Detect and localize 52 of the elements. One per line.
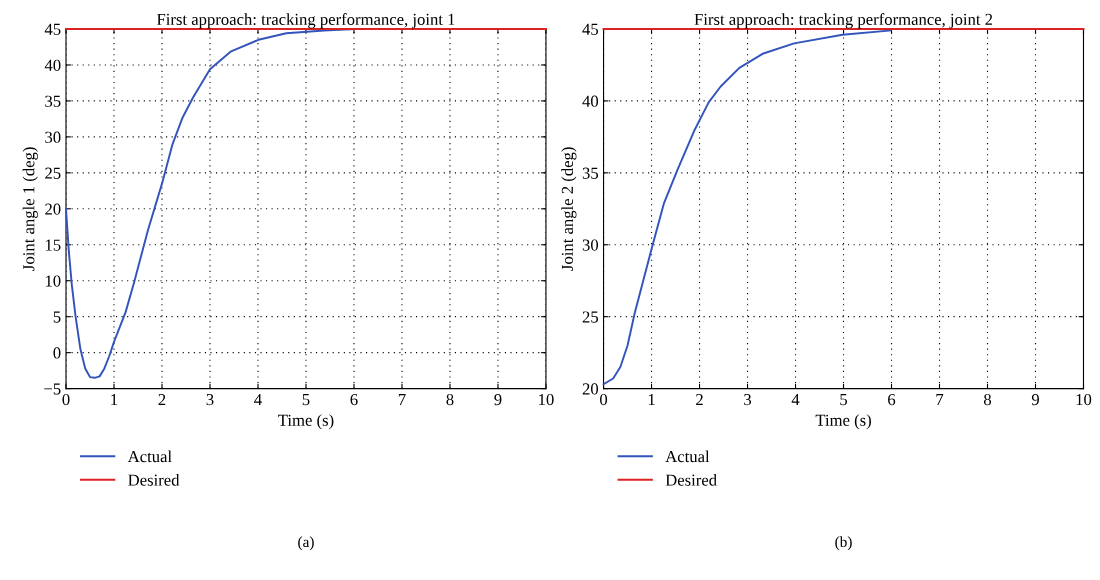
y-tick-label: 20: [582, 383, 599, 395]
legend-label: Desired: [128, 474, 180, 486]
x-tick-label: 9: [1031, 393, 1039, 406]
x-tick-label: 9: [494, 393, 502, 406]
y-tick-label: 0: [53, 347, 61, 359]
chart-title: First approach: tracking performance, joint 2: [694, 13, 993, 29]
y-tick-label: 45: [44, 23, 61, 35]
y-tick-label: 45: [582, 23, 599, 35]
text: (b): [835, 536, 852, 551]
text: (a): [298, 536, 314, 551]
x-tick-label: 1: [111, 394, 118, 406]
y-tick-label: 25: [582, 311, 599, 323]
x-tick-label: 3: [744, 393, 752, 406]
y-tick-label: 20: [45, 203, 61, 215]
legend-label: Actual: [127, 450, 172, 463]
x-tick-label: 7: [398, 394, 406, 406]
y-tick-label: 15: [45, 239, 61, 251]
x-tick-label: 4: [791, 394, 800, 406]
x-tick-label: 8: [983, 393, 992, 406]
y-tick-label: 35: [45, 95, 61, 107]
y-axis-title: Joint angle 1 (deg): [22, 147, 38, 271]
x-axis-title: Time (s): [815, 414, 871, 430]
x-tick-label: 2: [696, 393, 703, 406]
x-tick-label: 10: [539, 393, 554, 406]
legend-label: Actual: [665, 450, 710, 463]
y-tick-label: 25: [45, 167, 61, 179]
x-tick-label: 5: [840, 394, 848, 406]
y-tick-label: 40: [582, 95, 599, 107]
x-tick-label: 0: [62, 393, 70, 406]
y-axis-title: Joint angle 2 (deg): [561, 147, 577, 271]
x-tick-label: 8: [446, 393, 454, 406]
y-tick-label: 30: [582, 239, 599, 251]
x-tick-label: 6: [888, 393, 896, 406]
y-tick-label: 5: [53, 311, 61, 323]
y-tick-label: 30: [45, 131, 61, 143]
x-tick-label: 5: [302, 394, 310, 406]
x-tick-label: 4: [254, 394, 262, 406]
x-tick-label: 2: [158, 393, 166, 406]
legend-label: Desired: [665, 474, 717, 486]
y-tick-label: 10: [45, 275, 61, 287]
x-axis-title: Time (s): [278, 414, 334, 430]
y-tick-label: 35: [582, 167, 599, 179]
x-tick-label: 6: [350, 393, 358, 406]
y-tick-label: −5: [44, 383, 61, 395]
x-tick-label: 3: [206, 393, 214, 406]
chart-title: First approach: tracking performance, joint 1: [156, 13, 455, 29]
line-series: [602, 29, 892, 386]
x-tick-label: 1: [648, 394, 655, 406]
x-tick-label: 0: [600, 393, 608, 406]
x-tick-label: 10: [1076, 393, 1092, 406]
y-tick-label: 40: [44, 59, 61, 71]
x-tick-label: 7: [936, 394, 944, 406]
